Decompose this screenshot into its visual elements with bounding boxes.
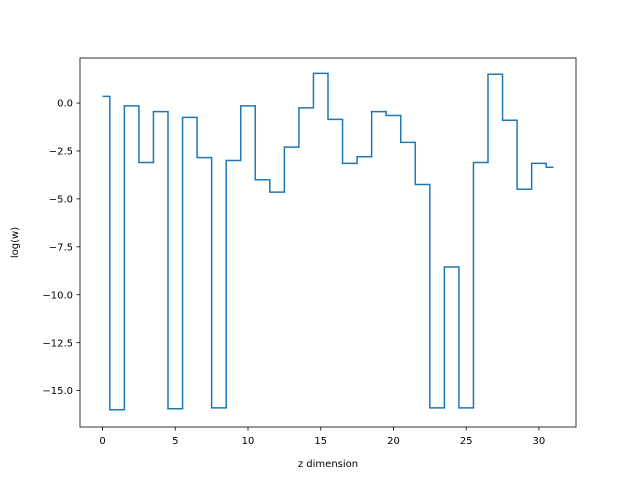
series-layer (102, 72, 554, 411)
y-tick-label: −15.0 (42, 386, 73, 397)
x-tick-label: 10 (242, 436, 255, 447)
axes-spines (79, 57, 577, 428)
x-tick-label: 5 (172, 436, 178, 447)
x-axis-ticks: 0 5 10 15 20 25 30 (99, 427, 545, 447)
x-axis-label: z dimension (298, 459, 358, 470)
y-tick-label: −7.5 (49, 242, 73, 253)
axes-frame (79, 57, 577, 428)
series-line-0 (102, 72, 554, 411)
y-axis-ticks: 0.0 −2.5 −5.0 −7.5 −10.0 −12.5 −15.0 (42, 99, 80, 397)
y-tick-label: −10.0 (42, 290, 73, 301)
y-tick-label: −2.5 (49, 147, 73, 158)
y-tick-label: −5.0 (49, 194, 73, 205)
y-axis-label: log(w) (10, 227, 21, 258)
x-tick-label: 15 (314, 436, 327, 447)
x-tick-label: 30 (533, 436, 546, 447)
x-tick-label: 20 (387, 436, 400, 447)
y-tick-label: −12.5 (42, 338, 73, 349)
y-tick-label: 0.0 (57, 99, 73, 110)
x-tick-label: 25 (460, 436, 473, 447)
x-tick-label: 0 (99, 436, 105, 447)
